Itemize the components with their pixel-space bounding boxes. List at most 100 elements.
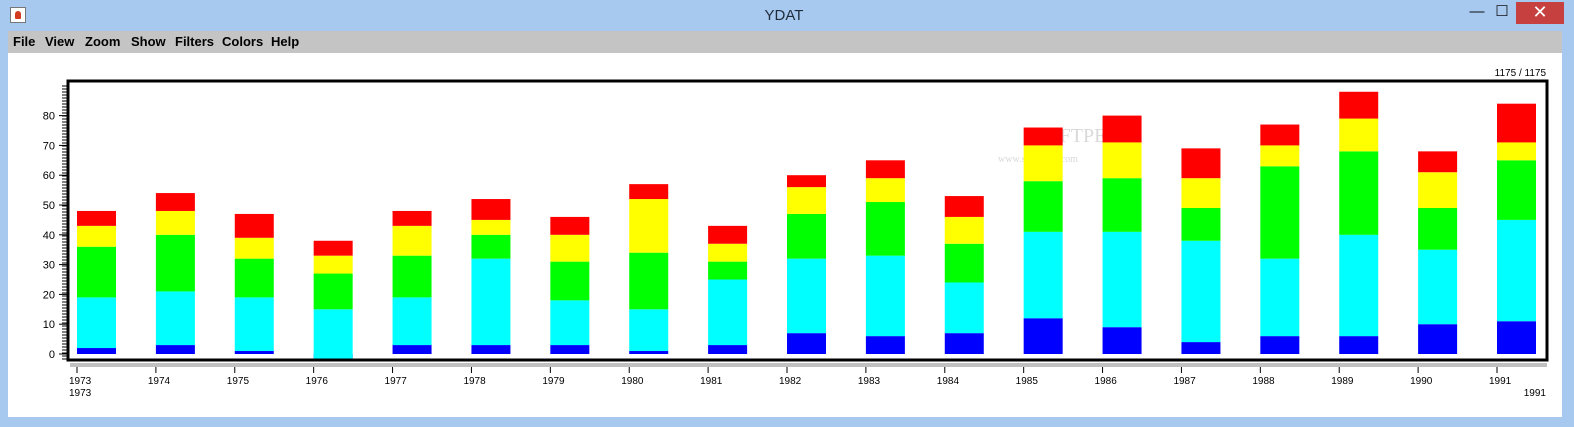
bar-segment <box>708 345 748 354</box>
y-tick-label: 40 <box>43 230 55 242</box>
bar-segment <box>629 351 669 354</box>
bar-segment <box>471 219 511 235</box>
window-title: YDAT <box>764 7 804 24</box>
bar-segment <box>1418 324 1458 354</box>
bar-segment <box>471 258 511 346</box>
bar-segment <box>550 261 590 301</box>
bar-segment <box>155 210 195 235</box>
y-tick-label: 20 <box>43 289 55 301</box>
close-icon[interactable]: ✕ <box>1516 2 1564 24</box>
x-tick-label: 1983 <box>858 376 881 387</box>
bar-segment <box>944 282 984 334</box>
bar-segment <box>944 216 984 244</box>
bar-segment <box>155 234 195 292</box>
bar-segment <box>313 255 353 274</box>
x-tick-label: 1974 <box>148 376 171 387</box>
bar-segment <box>629 184 669 200</box>
y-tick-label: 50 <box>43 200 55 212</box>
bar-segment <box>1497 321 1536 354</box>
bar-segment <box>1181 148 1221 179</box>
bar-segment <box>471 234 511 259</box>
bar-segment <box>1418 172 1458 208</box>
bar-segment <box>1339 336 1379 354</box>
bar-segment <box>708 279 748 346</box>
y-tick-label: 30 <box>43 260 55 272</box>
y-tick-label: 60 <box>43 170 55 182</box>
x-tick-label: 1990 <box>1410 376 1433 387</box>
bar-segment <box>234 297 274 352</box>
bar-segment <box>550 345 590 354</box>
x-tick-label: 1985 <box>1016 376 1039 387</box>
bar-segment <box>234 237 274 259</box>
stacked-bar-chart[interactable]: 1175 / 1175 SOFTPEDIA www.softpedia.com … <box>8 53 1562 417</box>
x-tick-label: 1981 <box>700 376 723 387</box>
minimize-icon[interactable]: — <box>1469 3 1485 20</box>
java-cup-icon[interactable] <box>10 7 26 23</box>
chart-panel[interactable]: 1175 / 1175 SOFTPEDIA www.softpedia.com … <box>8 53 1562 417</box>
menu-file[interactable]: File <box>13 34 36 49</box>
y-tick-label: 70 <box>43 140 55 152</box>
bar-segment <box>787 187 826 214</box>
x-tick-label: 1991 <box>1489 376 1512 387</box>
bar-segment <box>787 213 826 259</box>
y-tick-label: 0 <box>49 349 55 361</box>
bar-segment <box>313 309 353 360</box>
x-end-label: 1991 <box>1524 388 1547 399</box>
bar-segment <box>1497 160 1536 220</box>
bar-segment <box>708 243 748 262</box>
menu-show[interactable]: Show <box>131 34 166 49</box>
bar-segment <box>392 255 432 298</box>
bar-segment <box>77 246 116 298</box>
bar-segment <box>471 199 511 220</box>
x-start-label: 1973 <box>69 388 92 399</box>
record-counter: 1175 / 1175 <box>1495 68 1547 79</box>
bar-segment <box>155 345 195 354</box>
bar-segment <box>234 258 274 298</box>
x-tick-label: 1977 <box>385 376 408 387</box>
x-tick-label: 1978 <box>463 376 486 387</box>
bar-segment <box>1418 151 1458 173</box>
bar-segment <box>1102 178 1142 232</box>
menu-view[interactable]: View <box>45 34 75 49</box>
x-tick-label: 1982 <box>779 376 802 387</box>
bar-segment <box>629 252 669 310</box>
menu-bar: File View Zoom Show Filters Colors Help <box>8 31 1562 53</box>
menu-colors[interactable]: Colors <box>222 34 264 49</box>
bar-segment <box>1339 234 1379 337</box>
y-tick-label: 10 <box>43 319 55 331</box>
bar-segment <box>944 196 984 217</box>
bar-segment <box>1181 207 1221 241</box>
menu-zoom[interactable]: Zoom <box>85 34 121 49</box>
bar-segment <box>1023 231 1063 319</box>
menu-filters[interactable]: Filters <box>175 34 215 49</box>
bar-segment <box>629 199 669 253</box>
bar-segment <box>392 297 432 346</box>
bar-segment <box>1181 342 1221 354</box>
bar-segment <box>155 193 195 211</box>
x-tick-label: 1980 <box>621 376 644 387</box>
bar-segment <box>1339 91 1379 119</box>
y-tick-label: 80 <box>43 111 55 123</box>
menu-help[interactable]: Help <box>271 34 300 49</box>
bar-segment <box>1023 145 1063 182</box>
bar-segment <box>234 213 274 238</box>
bar-segment <box>550 216 590 235</box>
bar-segment <box>550 234 590 262</box>
bar-segment <box>865 336 905 354</box>
maximize-icon[interactable]: ☐ <box>1495 3 1509 20</box>
bar-segment <box>1418 249 1458 325</box>
bar-segment <box>944 333 984 354</box>
bar-segment <box>629 309 669 352</box>
bar-segment <box>1102 142 1142 179</box>
bar-segment <box>155 291 195 346</box>
bar-segment <box>708 261 748 280</box>
bar-segment <box>787 333 826 354</box>
x-tick-label: 1988 <box>1252 376 1275 387</box>
bar-segment <box>1418 207 1458 250</box>
bar-segment <box>1260 336 1300 354</box>
bar-segment <box>77 210 116 226</box>
x-tick-label: 1987 <box>1173 376 1196 387</box>
bar-segment <box>392 225 432 256</box>
title-bar[interactable]: YDAT — ☐ ✕ <box>0 0 1574 30</box>
